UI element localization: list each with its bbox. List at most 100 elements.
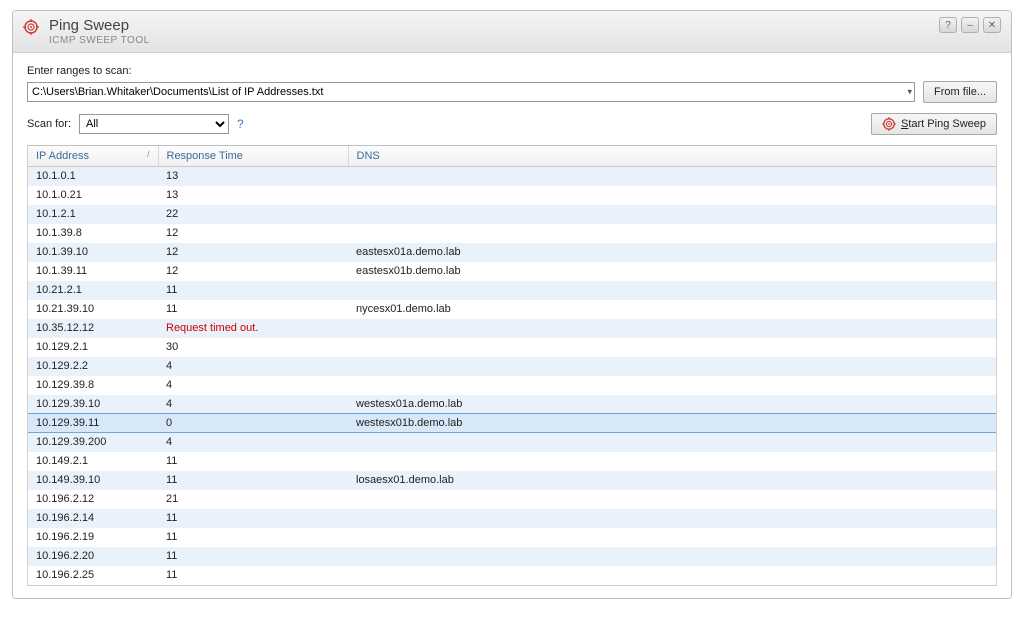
table-row[interactable]: 10.129.2.24 bbox=[28, 357, 996, 376]
cell-response-time: 12 bbox=[158, 262, 348, 281]
cell-response-time: 4 bbox=[158, 376, 348, 395]
ranges-label: Enter ranges to scan: bbox=[27, 65, 997, 77]
window-controls: ? – ✕ bbox=[939, 17, 1001, 33]
table-row[interactable]: 10.1.39.1112eastesx01b.demo.lab bbox=[28, 262, 996, 281]
cell-ip: 10.21.39.10 bbox=[28, 300, 158, 319]
help-button[interactable]: ? bbox=[939, 17, 957, 33]
cell-dns: nycesx01.demo.lab bbox=[348, 300, 996, 319]
cell-ip: 10.149.39.10 bbox=[28, 471, 158, 490]
cell-ip: 10.129.2.2 bbox=[28, 357, 158, 376]
from-file-button[interactable]: From file... bbox=[923, 81, 997, 103]
scanfor-select[interactable]: All bbox=[79, 114, 229, 134]
table-row[interactable]: 10.1.0.2113 bbox=[28, 186, 996, 205]
table-row[interactable]: 10.149.39.1011losaesx01.demo.lab bbox=[28, 471, 996, 490]
table-row[interactable]: 10.196.2.1221 bbox=[28, 490, 996, 509]
cell-response-time: 11 bbox=[158, 300, 348, 319]
start-ping-sweep-button[interactable]: Start Ping Sweep bbox=[871, 113, 997, 135]
ping-sweep-window: Ping Sweep ICMP SWEEP TOOL ? – ✕ Enter r… bbox=[12, 10, 1012, 599]
minimize-button[interactable]: – bbox=[961, 17, 979, 33]
cell-dns: westesx01a.demo.lab bbox=[348, 395, 996, 414]
cell-response-time: 11 bbox=[158, 509, 348, 528]
cell-dns bbox=[348, 376, 996, 395]
cell-dns bbox=[348, 319, 996, 338]
cell-dns: westesx01b.demo.lab bbox=[348, 414, 996, 433]
table-row[interactable]: 10.129.39.110westesx01b.demo.lab bbox=[28, 414, 996, 433]
table-row[interactable]: 10.196.2.2511 bbox=[28, 566, 996, 585]
cell-dns bbox=[348, 528, 996, 547]
cell-ip: 10.35.12.12 bbox=[28, 319, 158, 338]
cell-dns bbox=[348, 281, 996, 300]
table-row[interactable]: 10.196.2.1411 bbox=[28, 509, 996, 528]
table-row[interactable]: 10.1.39.1012eastesx01a.demo.lab bbox=[28, 243, 996, 262]
from-file-label: From file... bbox=[934, 86, 986, 98]
table-row[interactable]: 10.149.2.111 bbox=[28, 452, 996, 471]
cell-response-time: 13 bbox=[158, 186, 348, 205]
table-row[interactable]: 10.1.0.113 bbox=[28, 167, 996, 186]
cell-response-time: 11 bbox=[158, 547, 348, 566]
table-row[interactable]: 10.129.39.104westesx01a.demo.lab bbox=[28, 395, 996, 414]
table-row[interactable]: 10.129.39.84 bbox=[28, 376, 996, 395]
help-icon[interactable]: ? bbox=[237, 117, 244, 131]
cell-response-time: 4 bbox=[158, 433, 348, 452]
results-body: 10.1.0.11310.1.0.211310.1.2.12210.1.39.8… bbox=[28, 167, 996, 585]
cell-dns bbox=[348, 433, 996, 452]
table-row[interactable]: 10.1.2.122 bbox=[28, 205, 996, 224]
content-area: Enter ranges to scan: ▾ From file... Sca… bbox=[13, 53, 1011, 598]
cell-dns: eastesx01a.demo.lab bbox=[348, 243, 996, 262]
col-header-ip[interactable]: IP Address / bbox=[28, 146, 158, 167]
table-row[interactable]: 10.196.2.2011 bbox=[28, 547, 996, 566]
cell-response-time: 4 bbox=[158, 395, 348, 414]
cell-ip: 10.129.39.11 bbox=[28, 414, 158, 433]
table-row[interactable]: 10.196.2.1911 bbox=[28, 528, 996, 547]
table-row[interactable]: 10.1.39.812 bbox=[28, 224, 996, 243]
cell-response-time: 11 bbox=[158, 471, 348, 490]
target-icon bbox=[23, 19, 39, 35]
cell-ip: 10.1.39.11 bbox=[28, 262, 158, 281]
cell-dns bbox=[348, 224, 996, 243]
cell-ip: 10.129.2.1 bbox=[28, 338, 158, 357]
cell-ip: 10.1.0.21 bbox=[28, 186, 158, 205]
cell-dns bbox=[348, 490, 996, 509]
table-row[interactable]: 10.21.2.111 bbox=[28, 281, 996, 300]
cell-ip: 10.196.2.20 bbox=[28, 547, 158, 566]
ranges-input[interactable] bbox=[27, 82, 915, 102]
table-header-row: IP Address / Response Time DNS bbox=[28, 146, 996, 167]
table-row[interactable]: 10.129.2.130 bbox=[28, 338, 996, 357]
scan-row: Scan for: All ? Sta bbox=[27, 113, 997, 135]
sort-indicator: / bbox=[147, 150, 149, 159]
cell-response-time: Request timed out. bbox=[158, 319, 348, 338]
window-title: Ping Sweep bbox=[49, 17, 939, 34]
cell-response-time: 12 bbox=[158, 243, 348, 262]
ranges-combo[interactable]: ▾ bbox=[27, 82, 915, 102]
table-row[interactable]: 10.21.39.1011nycesx01.demo.lab bbox=[28, 300, 996, 319]
scanfor-label: Scan for: bbox=[27, 118, 71, 130]
cell-response-time: 4 bbox=[158, 357, 348, 376]
cell-response-time: 11 bbox=[158, 281, 348, 300]
cell-ip: 10.196.2.12 bbox=[28, 490, 158, 509]
table-row[interactable]: 10.35.12.12Request timed out. bbox=[28, 319, 996, 338]
cell-dns bbox=[348, 186, 996, 205]
start-label: Start Ping Sweep bbox=[901, 118, 986, 130]
cell-ip: 10.1.2.1 bbox=[28, 205, 158, 224]
cell-dns bbox=[348, 205, 996, 224]
cell-response-time: 30 bbox=[158, 338, 348, 357]
ranges-row: ▾ From file... bbox=[27, 81, 997, 103]
target-icon bbox=[882, 117, 896, 131]
cell-response-time: 11 bbox=[158, 566, 348, 585]
results-table-wrap: IP Address / Response Time DNS 10.1.0.11… bbox=[27, 145, 997, 586]
cell-ip: 10.129.39.10 bbox=[28, 395, 158, 414]
cell-ip: 10.196.2.25 bbox=[28, 566, 158, 585]
cell-response-time: 21 bbox=[158, 490, 348, 509]
cell-dns: eastesx01b.demo.lab bbox=[348, 262, 996, 281]
col-header-rt[interactable]: Response Time bbox=[158, 146, 348, 167]
table-row[interactable]: 10.129.39.2004 bbox=[28, 433, 996, 452]
col-header-dns[interactable]: DNS bbox=[348, 146, 996, 167]
cell-dns bbox=[348, 566, 996, 585]
close-button[interactable]: ✕ bbox=[983, 17, 1001, 33]
cell-response-time: 12 bbox=[158, 224, 348, 243]
cell-response-time: 13 bbox=[158, 167, 348, 186]
cell-ip: 10.1.39.8 bbox=[28, 224, 158, 243]
cell-dns bbox=[348, 357, 996, 376]
results-table: IP Address / Response Time DNS 10.1.0.11… bbox=[28, 146, 996, 585]
cell-ip: 10.129.39.8 bbox=[28, 376, 158, 395]
